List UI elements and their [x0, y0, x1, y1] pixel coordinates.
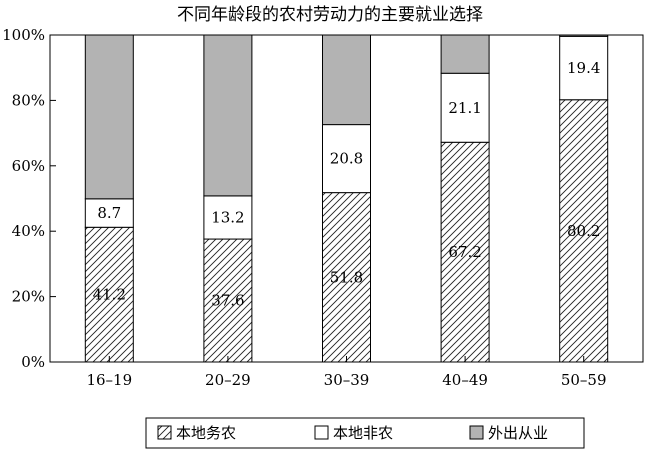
data-label: 13.2: [211, 208, 244, 226]
bar-segment-2: [203, 195, 253, 240]
data-label: 67.2: [448, 243, 481, 261]
legend-swatch-1: [157, 425, 172, 440]
y-tick-label: 0%: [21, 353, 45, 371]
y-tick-label: 40%: [12, 222, 45, 240]
bar-segment-2: [440, 72, 490, 143]
y-tick-label: 20%: [12, 288, 45, 306]
bar-segment-3: [203, 34, 253, 197]
bar-segment-2: [322, 124, 371, 194]
bar-segment-3: [84, 34, 134, 200]
x-category-label: 20–29: [205, 371, 251, 389]
legend-label-1: 本地务农: [176, 424, 236, 442]
bar-segment-2: [559, 35, 609, 101]
data-label: 19.4: [567, 59, 600, 77]
data-label: 20.8: [330, 150, 363, 168]
data-label: 37.6: [211, 292, 244, 310]
data-label: 21.1: [448, 99, 481, 117]
data-label: 8.7: [97, 204, 121, 222]
legend-label-2: 本地非农: [333, 424, 393, 442]
bar-segment-3: [322, 34, 371, 126]
bar-segment-3: [440, 34, 490, 74]
legend-swatch-2: [314, 425, 329, 440]
y-tick-label: 80%: [12, 91, 45, 109]
data-label: 41.2: [93, 286, 126, 304]
y-tick-label: 60%: [12, 157, 45, 175]
chart-title: 不同年龄段的农村劳动力的主要就业选择: [177, 5, 483, 25]
x-category-label: 50–59: [561, 371, 607, 389]
bar-segment-2: [84, 198, 134, 228]
x-category-label: 40–49: [442, 371, 488, 389]
legend-swatch-3: [469, 425, 484, 440]
y-tick-label: 100%: [2, 26, 45, 44]
x-category-label: 30–39: [324, 371, 370, 389]
legend-box: [145, 417, 585, 449]
data-label: 80.2: [567, 222, 600, 240]
legend-label-3: 外出从业: [488, 424, 548, 442]
bar-segment-1: [322, 192, 371, 363]
data-label: 51.8: [330, 268, 363, 286]
bar-segment-1: [84, 226, 134, 363]
x-category-label: 16–19: [86, 371, 132, 389]
